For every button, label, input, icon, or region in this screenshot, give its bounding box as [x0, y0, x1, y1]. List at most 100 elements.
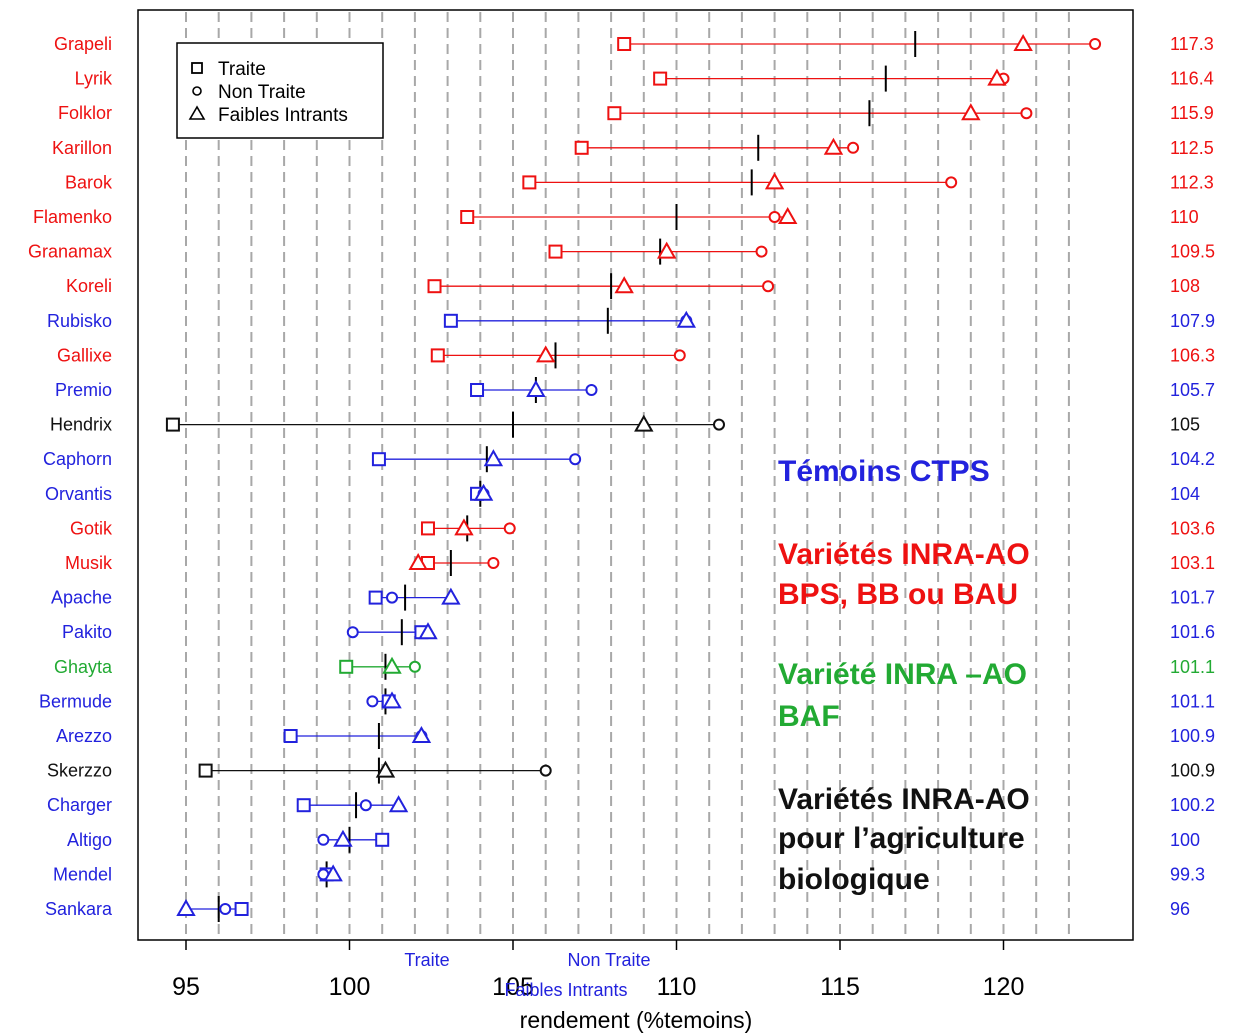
mean-value-label: 96 — [1170, 899, 1190, 919]
variety-label: Karillon — [52, 138, 112, 158]
traite-marker — [653, 71, 668, 86]
variety-label: Gallixe — [57, 345, 112, 365]
traite-marker — [574, 140, 589, 155]
grid-lines — [185, 12, 1070, 938]
traite-marker — [234, 902, 249, 916]
x-axis: 95 100 105 110 115 120 rendement (%temoins) Tra… — [172, 940, 1024, 1033]
variety-row: Koreli 108 — [66, 273, 1200, 300]
non-traite-marker — [585, 384, 598, 396]
variety-label: Gotik — [70, 518, 113, 538]
variety-row: Grapeli 117.3 — [54, 31, 1214, 57]
variety-row: Rubisko 107.9 — [47, 307, 1215, 334]
variety-row: Apache 101.7 — [51, 584, 1215, 611]
mean-value-label: 101.1 — [1170, 691, 1215, 711]
variety-label: Skerzzo — [47, 761, 112, 781]
non-traite-marker — [762, 280, 775, 293]
variety-row: Musik 103.1 — [65, 550, 1215, 576]
x-tick-label: 95 — [172, 973, 200, 1001]
mean-value-label: 104.2 — [1170, 449, 1215, 469]
faibles-intrants-marker — [454, 518, 474, 536]
traite-marker — [371, 452, 386, 467]
traite-marker — [296, 798, 311, 813]
faibles-intrants-marker — [375, 760, 396, 778]
traite-marker — [198, 763, 213, 778]
variety-row: Granamax 109.5 — [28, 238, 1215, 265]
faibles-intrants-marker — [987, 68, 1007, 86]
faibles-intrants-marker — [473, 483, 494, 501]
variety-label: Granamax — [28, 242, 112, 262]
variety-label: Rubisko — [47, 311, 112, 331]
x-tick-label: 120 — [983, 973, 1025, 1001]
variety-label: Lyrik — [75, 69, 113, 89]
faibles-intrants-marker — [323, 864, 343, 882]
non-traite-marker — [713, 418, 726, 431]
traite-marker — [427, 279, 442, 294]
group-caption-line: pour l’agriculture — [778, 822, 1025, 855]
bottom-method-label: Faibles Intrants — [504, 980, 627, 1000]
x-tick-label: 100 — [329, 973, 371, 1001]
mean-value-label: 105.7 — [1170, 380, 1215, 400]
variety-label: Altigo — [67, 830, 112, 850]
variety-row: Folklor 115.9 — [58, 100, 1214, 127]
legend-square-icon — [191, 62, 203, 74]
variety-row: Barok 112.3 — [65, 169, 1214, 196]
variety-row: Flamenko 110 — [33, 204, 1199, 230]
legend-entry: Non Traite — [192, 82, 306, 103]
mean-value-label: 108 — [1170, 276, 1200, 296]
faibles-intrants-marker — [408, 552, 428, 570]
variety-row: Mendel 99.3 — [53, 861, 1205, 888]
mean-value-label: 112.5 — [1170, 138, 1214, 158]
legend-triangle-icon — [188, 105, 206, 120]
variety-row: Gotik 103.6 — [70, 515, 1215, 542]
variety-row: Lyrik 116.4 — [75, 65, 1214, 92]
variety-label: Mendel — [53, 864, 112, 884]
bottom-method-label: Traite — [404, 950, 449, 970]
traite-marker — [460, 210, 475, 224]
mean-value-label: 101.7 — [1170, 588, 1215, 608]
mean-value-label: 103.6 — [1170, 518, 1215, 538]
non-traite-marker — [346, 626, 359, 639]
mean-value-label: 112.3 — [1170, 172, 1214, 192]
faibles-intrants-marker — [777, 206, 798, 224]
faibles-intrants-marker — [634, 414, 654, 432]
non-traite-marker — [539, 764, 552, 777]
variety-row: Ghayta 101.1 — [54, 653, 1215, 680]
mean-value-label: 106.3 — [1170, 345, 1215, 365]
non-traite-marker — [1089, 38, 1102, 50]
group-caption: Variétés INRA-AO pour l’agriculture biolog… — [778, 783, 1030, 896]
variety-label: Ghayta — [54, 657, 113, 677]
variety-row: Sankara 96 — [45, 896, 1190, 922]
variety-row: Gallixe 106.3 — [57, 342, 1215, 369]
faibles-intrants-marker — [526, 379, 546, 397]
faibles-intrants-marker — [614, 276, 634, 294]
variety-label: Koreli — [66, 276, 112, 296]
variety-label: Pakito — [62, 622, 112, 642]
traite-marker — [283, 729, 298, 743]
mean-value-label: 109.5 — [1170, 242, 1215, 262]
variety-row: Charger 100.2 — [47, 792, 1215, 819]
faibles-intrants-marker — [441, 587, 461, 605]
traite-marker — [368, 590, 383, 605]
variety-label: Arezzo — [56, 726, 112, 746]
traite-marker — [375, 832, 390, 847]
variety-label: Apache — [51, 588, 112, 608]
mean-value-label: 110 — [1170, 207, 1199, 227]
variety-row: Arezzo 100.9 — [56, 723, 1215, 749]
variety-label: Musik — [65, 553, 113, 573]
group-caption: Variétés INRA-AO BPS, BB ou BAU — [778, 538, 1030, 611]
faibles-intrants-marker — [411, 725, 432, 743]
faibles-intrants-marker — [1013, 33, 1033, 51]
legend-label: Faibles Intrants — [218, 105, 348, 126]
x-tick-label: 115 — [820, 973, 860, 1001]
legend-label: Non Traite — [218, 82, 306, 103]
variety-label: Caphorn — [43, 449, 112, 469]
variety-row: Karillon 112.5 — [52, 134, 1214, 161]
non-traite-marker — [317, 833, 330, 846]
faibles-intrants-marker — [764, 172, 785, 190]
traite-marker — [548, 244, 563, 259]
faibles-intrants-marker — [961, 103, 981, 121]
faibles-intrants-marker — [382, 656, 402, 674]
group-caption-line: Variétés INRA-AO — [778, 538, 1030, 571]
variety-rows: Grapeli 117.3 Lyrik 116.4 Folklor 115.9 Karill… — [28, 31, 1215, 922]
non-traite-marker — [359, 799, 372, 812]
